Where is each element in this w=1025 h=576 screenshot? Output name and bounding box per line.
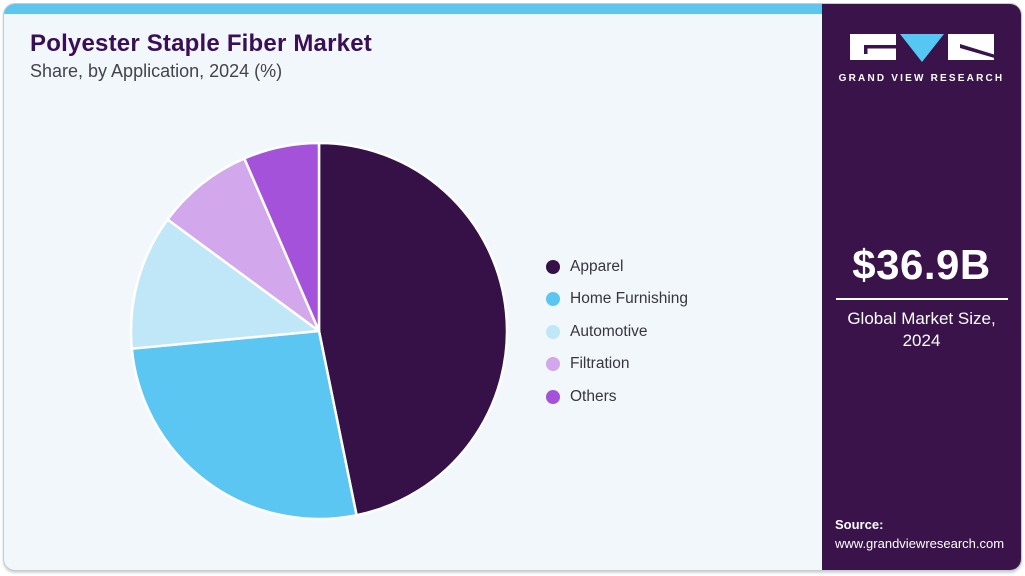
chart-panel: Polyester Staple Fiber Market Share, by … xyxy=(4,4,822,570)
source-url: www.grandviewresearch.com xyxy=(835,536,1005,552)
pie-chart xyxy=(128,140,510,522)
legend-label-home-furnishing: Home Furnishing xyxy=(570,290,689,307)
pie-slice-apparel xyxy=(317,141,509,517)
legend: Apparel Home Furnishing Automotive Filtrati… xyxy=(546,258,688,421)
page-subtitle: Share, by Application, 2024 (%) xyxy=(30,61,283,81)
legend-dot-others xyxy=(546,389,560,404)
legend-item-apparel: Apparel xyxy=(546,258,688,275)
sidebar: GRAND VIEW RESEARCH $36.9B Global Market… xyxy=(822,4,1021,570)
pie-slice-others xyxy=(243,141,321,333)
legend-label-apparel: Apparel xyxy=(570,257,624,275)
legend-label-others: Others xyxy=(570,387,617,405)
legend-dot-filtration xyxy=(546,357,560,371)
market-size-divider xyxy=(835,298,1008,300)
gvr-logo: GRAND VIEW RESEARCH xyxy=(822,30,1021,84)
legend-dot-home-furnishing xyxy=(546,292,560,306)
pie-slice-automotive xyxy=(129,218,321,350)
pie-slice-home-furnishing xyxy=(130,329,358,521)
legend-label-automotive: Automotive xyxy=(570,322,648,340)
legend-dot-automotive xyxy=(546,324,560,339)
legend-item-filtration: Filtration xyxy=(546,355,688,373)
market-size-block: $36.9B Global Market Size, 2024 xyxy=(822,241,1021,352)
legend-item-automotive: Automotive xyxy=(546,323,688,340)
gvr-logo-icon xyxy=(849,34,998,62)
page-title: Polyester Staple Fiber Market xyxy=(30,30,372,57)
legend-dot-apparel xyxy=(546,259,560,274)
accent-bar xyxy=(4,4,822,14)
pie-slice-filtration xyxy=(166,157,321,333)
market-size-value: $36.9B xyxy=(852,241,991,288)
legend-item-others: Others xyxy=(546,388,688,405)
legend-label-filtration: Filtration xyxy=(570,355,630,372)
market-size-label: Global Market Size, 2024 xyxy=(847,309,996,351)
legend-item-home-furnishing: Home Furnishing xyxy=(546,290,689,308)
source-label: Source: xyxy=(835,517,884,533)
logo-v-triangle xyxy=(899,34,944,62)
source-block: Source: www.grandviewresearch.com xyxy=(835,516,1004,554)
brand-name: GRAND VIEW RESEARCH xyxy=(838,73,1005,84)
pie-chart-svg xyxy=(129,141,509,521)
report-card: Polyester Staple Fiber Market Share, by … xyxy=(3,3,1022,571)
